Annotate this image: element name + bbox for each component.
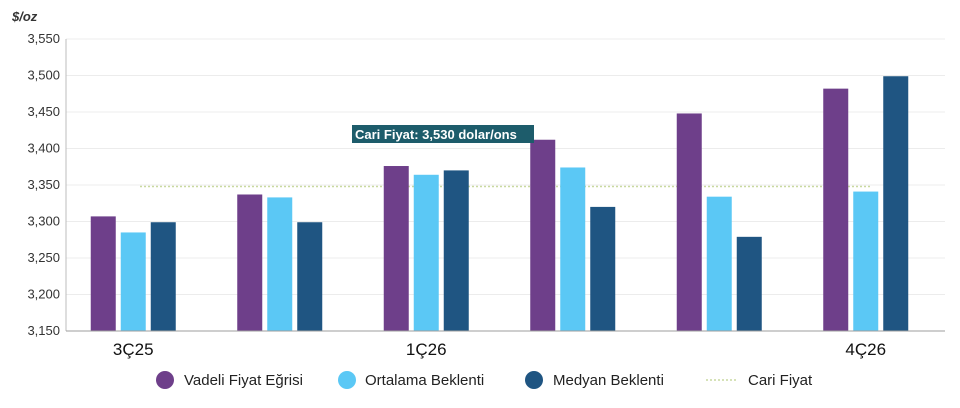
y-tick-label: 3,450 (27, 104, 60, 119)
bar (706, 196, 732, 331)
axis-group: 3,150 3,200 3,250 3,300 3,350 3,400 3,450 3,500… (11, 9, 945, 359)
bar (413, 174, 439, 331)
annotation-text: Cari Fiyat: 3,530 dolar/ons (355, 127, 517, 142)
y-tick-label: 3,400 (27, 141, 60, 156)
bar (120, 232, 146, 331)
bar (560, 167, 586, 331)
legend-label: Vadeli Fiyat Eğrisi (184, 372, 303, 389)
y-tick-label: 3,250 (27, 250, 60, 265)
legend-marker (525, 371, 543, 389)
bar (383, 166, 409, 331)
bar (676, 113, 702, 332)
y-tick-label: 3,550 (27, 31, 60, 46)
bar (736, 236, 762, 331)
legend-label: Medyan Beklenti (553, 372, 664, 389)
bar (530, 139, 556, 331)
bar (853, 191, 879, 331)
bars-group (90, 76, 909, 332)
y-tick-label: 3,300 (27, 214, 60, 229)
bar (883, 76, 909, 331)
bar (237, 194, 263, 331)
x-category-label: 3Ç25 (113, 340, 154, 359)
grid-lines (66, 38, 945, 295)
bar (823, 88, 849, 331)
bar (590, 206, 616, 331)
y-tick-label: 3,350 (27, 177, 60, 192)
y-tick-label: 3,200 (27, 287, 60, 302)
legend-marker (156, 371, 174, 389)
bar (297, 222, 323, 331)
annotation-box (352, 125, 534, 143)
bar (443, 170, 469, 331)
legend-label: Cari Fiyat (748, 372, 813, 389)
y-tick-label: 3,500 (27, 68, 60, 83)
legend-label: Ortalama Beklenti (365, 372, 484, 389)
legend: Vadeli Fiyat Eğrisi Ortalama Beklenti Medy… (156, 371, 813, 389)
annotation-group: Cari Fiyat: 3,530 dolar/ons (352, 125, 534, 143)
legend-marker (338, 371, 356, 389)
x-category-label: 1Ç26 (406, 340, 447, 359)
y-unit-label: $/oz (11, 9, 38, 24)
bar (267, 197, 293, 331)
y-tick-label: 3,150 (27, 323, 60, 338)
bar (90, 216, 116, 331)
x-category-label: 4Ç26 (845, 340, 886, 359)
bar (150, 222, 176, 331)
